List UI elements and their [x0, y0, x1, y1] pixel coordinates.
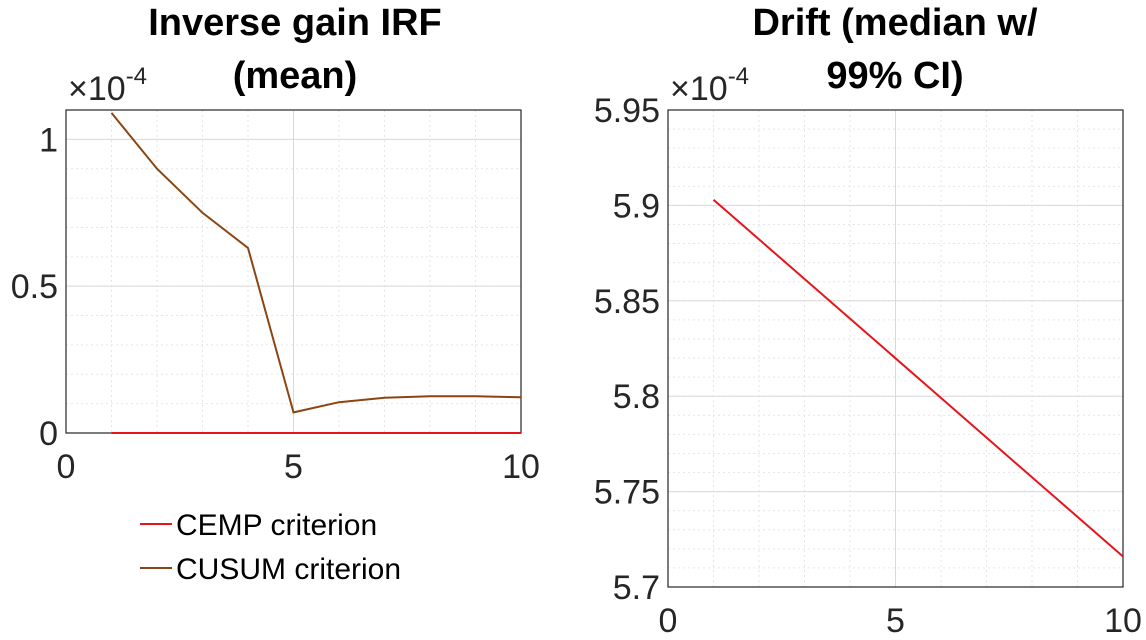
chart-title-line-1: Inverse gain IRF [148, 2, 442, 44]
y-tick-label: 5.95 [594, 92, 660, 130]
y-tick-label: 5.8 [613, 378, 660, 416]
legend: CEMP criterion CUSUM criterion [140, 509, 401, 586]
tick-labels: 0 5 10 0 0.5 1 [11, 121, 540, 486]
y-exponent-label: ×10-4 [68, 63, 147, 108]
series-lines [712, 198, 1124, 558]
y-tick-label: 5.7 [613, 569, 660, 607]
y-tick-label: 1 [39, 121, 58, 159]
y-tick-label: 0.5 [11, 268, 58, 306]
x-tick-label: 10 [502, 448, 540, 486]
chart-title-line-2: (mean) [233, 55, 358, 97]
legend-label-cusum: CUSUM criterion [176, 553, 401, 586]
y-tick-label: 0 [39, 415, 58, 453]
y-tick-label: 5.75 [594, 474, 660, 512]
x-tick-label: 0 [57, 448, 76, 486]
chart-title-line-2: 99% CI) [826, 55, 963, 97]
chart-inverse-gain-irf: Inverse gain IRF (mean) ×10-4 0 5 1000.51 … [11, 2, 540, 586]
plot-area [667, 109, 1124, 588]
chart-drift: Drift (median w/ 99% CI) ×10-4 0 5 10 5.7 5.… [594, 2, 1142, 640]
y-exponent-label: ×10-4 [670, 63, 749, 108]
legend-label-cemp: CEMP criterion [176, 509, 377, 542]
series-line-1 [110, 112, 522, 414]
x-tick-label: 0 [659, 602, 678, 640]
series-line-0 [712, 198, 1124, 558]
grid [667, 109, 1124, 588]
chart-title-line-1: Drift (median w/ [752, 2, 1037, 44]
grid [65, 109, 522, 434]
tick-labels: 0 5 10 5.7 5.75 5.8 5.85 5.9 5.95 [594, 92, 1142, 640]
series-lines [110, 112, 522, 434]
y-tick-label: 5.9 [613, 187, 660, 225]
x-tick-label: 10 [1104, 602, 1142, 640]
x-tick-label: 5 [886, 602, 905, 640]
x-tick-label: 5 [284, 448, 303, 486]
y-tick-label: 5.85 [594, 283, 660, 321]
